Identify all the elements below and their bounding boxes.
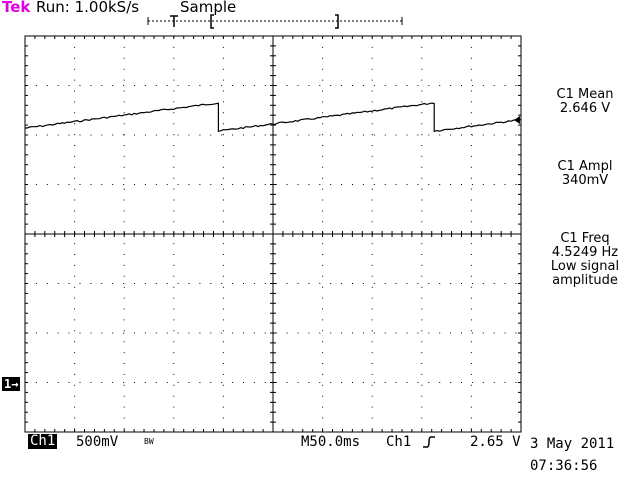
ampl-value: 340mV — [561, 173, 609, 188]
freq-value: 4.5249 Hz — [551, 245, 619, 260]
acquisition-mode: Sample — [180, 0, 237, 16]
mean-label: C1 Mean — [556, 87, 614, 102]
channel1-ground-marker[interactable]: 1→ — [2, 377, 21, 391]
freq-note-line1: Low signal — [550, 259, 620, 274]
ampl-label: C1 Ampl — [557, 159, 613, 174]
rising-edge-icon — [423, 436, 435, 448]
trigger-position-icon[interactable] — [170, 15, 178, 27]
trigger-source[interactable]: Ch1 — [386, 434, 412, 450]
mean-measurement: C1 Mean 2.646 V — [530, 88, 640, 116]
bandwidth-limit-icon: BW — [144, 437, 154, 446]
trigger-level-marker[interactable] — [514, 116, 520, 124]
record-position-bar — [147, 14, 403, 29]
date-display: 3 May 2011 — [530, 436, 615, 452]
trigger-level[interactable]: 2.65 V — [470, 434, 521, 450]
mean-value: 2.646 V — [559, 101, 611, 116]
time-display: 07:36:56 — [530, 458, 598, 474]
run-status: Run: 1.00kS/s — [36, 0, 140, 16]
timebase[interactable]: M50.0ms — [301, 434, 361, 450]
freq-label: C1 Freq — [560, 231, 610, 246]
freq-note-line2: amplitude — [552, 273, 618, 288]
channel1-badge[interactable]: Ch1 — [28, 433, 58, 449]
channel1-trace — [24, 102, 522, 133]
ampl-measurement: C1 Ampl 340mV — [530, 160, 640, 188]
freq-measurement: C1 Freq 4.5249 Hz Low signal amplitude — [530, 232, 640, 288]
volts-per-div[interactable]: 500mV — [76, 434, 119, 450]
brand-logo: Tek — [2, 0, 31, 16]
